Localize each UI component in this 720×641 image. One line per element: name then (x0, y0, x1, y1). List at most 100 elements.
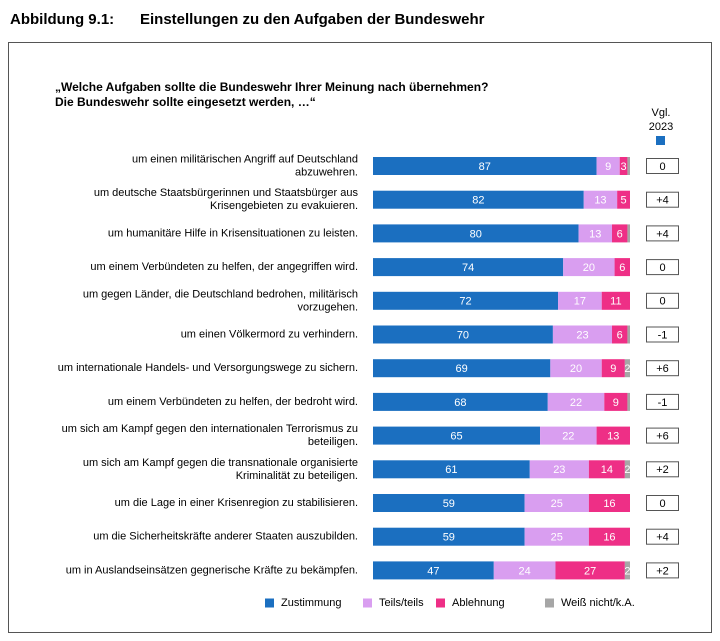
bar-segment (529, 460, 589, 479)
bar-segment (552, 325, 613, 344)
value-label: 70 (457, 329, 469, 341)
figure-label: Abbildung 9.1: (10, 11, 114, 28)
value-label: 82 (472, 195, 484, 207)
value-label: 74 (462, 262, 474, 274)
comparison-box (646, 495, 679, 511)
comparison-header: 2023 (649, 121, 673, 133)
value-label: 13 (607, 431, 619, 443)
value-label: 27 (584, 565, 596, 577)
bar-segment (555, 561, 625, 580)
comparison-box (646, 427, 679, 444)
category-label: um die Sicherheitskräfte anderer Staaten… (93, 531, 358, 543)
bar-segment (373, 494, 525, 512)
comparison-box (646, 461, 679, 478)
category-label: um einem Verbündeten zu helfen, der bedr… (108, 396, 358, 408)
value-label: 24 (519, 565, 531, 577)
category-label: um die Lage in einer Krisenregion zu sta… (115, 497, 358, 509)
legend-label: Zustimmung (281, 597, 342, 609)
bar-segment (373, 426, 541, 445)
category-label: um einen militärischen Angriff auf Deuts… (132, 153, 358, 178)
category-label: um internationale Handels- und Versorgun… (58, 362, 358, 374)
bar-segment (558, 291, 602, 310)
value-label: 23 (553, 464, 565, 476)
value-label: 59 (443, 532, 455, 544)
legend-label: Teils/teils (379, 597, 424, 609)
bar-segment (373, 157, 597, 175)
bar-segment (373, 359, 551, 378)
bar-segment (612, 224, 628, 243)
legend-swatch (265, 598, 274, 608)
comparison-box (646, 225, 679, 242)
bar-segment (373, 258, 564, 277)
category-label: um einem Verbündeten zu helfen, der ange… (90, 261, 358, 273)
value-label: 25 (551, 498, 563, 510)
comparison-label: +6 (656, 363, 669, 375)
value-label: 23 (576, 329, 588, 341)
comparison-label: +4 (656, 228, 669, 240)
value-label: 6 (619, 262, 625, 274)
bar-segment (563, 258, 615, 277)
category-label: um gegen Länder, die Deutschland bedrohe… (83, 288, 358, 313)
bar-segment (373, 224, 579, 243)
comparison-header: Vgl. (652, 107, 671, 119)
comparison-label: +6 (656, 431, 669, 443)
bar-segment (588, 494, 630, 512)
bar-segment (627, 157, 630, 175)
bar-segment (601, 359, 625, 378)
comparison-box (646, 191, 679, 208)
category-label: um in Auslandseinsätzen gegnerische Kräf… (66, 564, 358, 576)
value-label: 87 (479, 161, 491, 173)
bar-segment (550, 359, 602, 378)
value-label: 13 (589, 228, 601, 240)
category-label: um sich am Kampf gegen den international… (62, 423, 358, 448)
bar-segment (373, 392, 548, 411)
bar-segment (601, 291, 630, 310)
bar-segment (373, 325, 553, 344)
bar-segment (547, 392, 605, 411)
value-label: 16 (603, 532, 615, 544)
bar-segment (588, 527, 630, 546)
bar-segment (578, 224, 613, 243)
comparison-box (646, 528, 679, 545)
bar-segment (540, 426, 597, 445)
value-label: 68 (454, 397, 466, 409)
chart-title: Einstellungen zu den Aufgaben der Bundes… (140, 11, 485, 28)
comparison-label: 0 (659, 296, 665, 308)
value-label: 22 (570, 397, 582, 409)
value-label: 17 (574, 296, 586, 308)
value-label: 6 (617, 329, 623, 341)
comparison-box (646, 326, 679, 343)
comparison-box (646, 393, 679, 410)
value-label: 2 (624, 565, 630, 577)
value-label: 72 (459, 296, 471, 308)
value-label: 14 (601, 464, 613, 476)
comparison-label: +4 (656, 195, 669, 207)
value-label: 2 (624, 363, 630, 375)
value-label: 3 (621, 161, 627, 173)
value-label: 9 (610, 363, 616, 375)
comparison-label: +2 (656, 565, 669, 577)
value-label: 25 (551, 532, 563, 544)
comparison-box (646, 360, 679, 377)
comparison-label: 0 (659, 498, 665, 510)
comparison-label: -1 (658, 329, 668, 341)
value-label: 9 (613, 397, 619, 409)
value-label: 6 (617, 228, 623, 240)
bar-segment (624, 460, 630, 479)
bar-segment (583, 190, 618, 209)
comparison-box (646, 562, 679, 579)
bar-segment (604, 392, 628, 411)
comparison-box (646, 158, 679, 174)
comparison-label: +2 (656, 464, 669, 476)
category-label: um humanitäre Hilfe in Krisensituationen… (108, 227, 358, 239)
comparison-label: 0 (659, 161, 665, 173)
comparison-box (646, 292, 679, 309)
bar-segment (524, 494, 589, 512)
bar-segment (373, 561, 494, 580)
value-label: 16 (603, 498, 615, 510)
bar-segment (624, 359, 630, 378)
comparison-marker (656, 136, 665, 145)
bar-segment (373, 460, 530, 479)
comparison-box (646, 259, 679, 276)
bar-segment (524, 527, 589, 546)
